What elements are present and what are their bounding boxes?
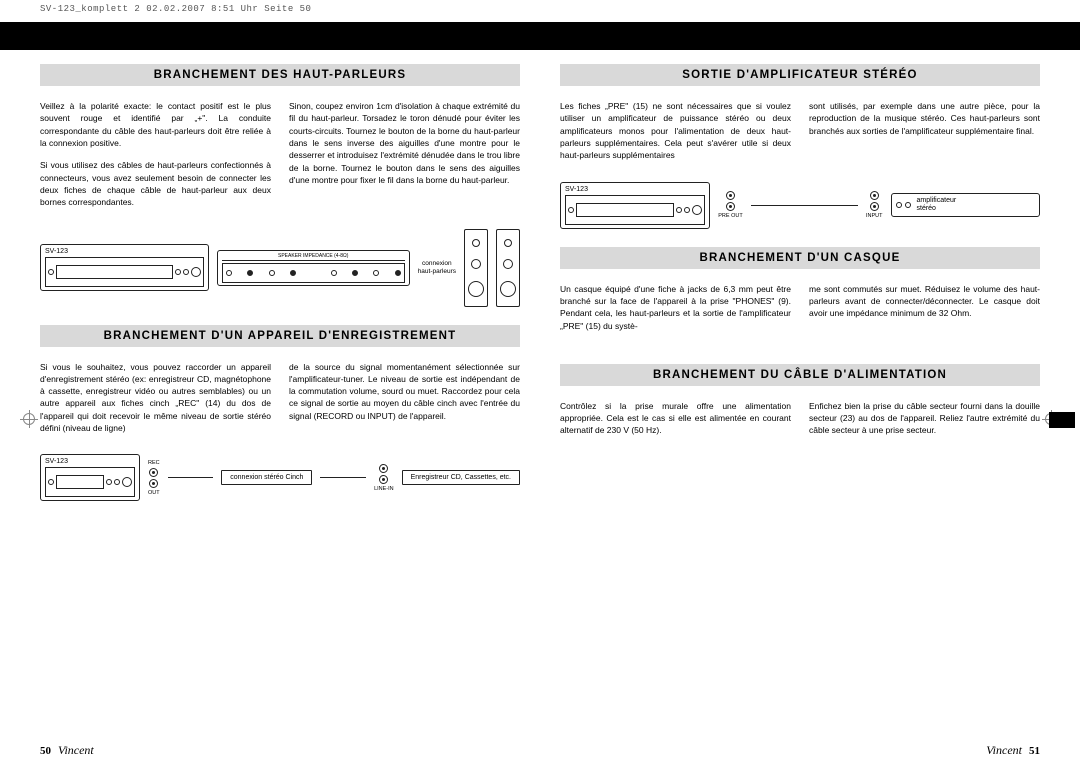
rca-out-icon: REC OUT xyxy=(148,460,160,496)
print-header: SV-123_komplett 2 02.02.2007 8:51 Uhr Se… xyxy=(0,0,1080,14)
body-text: Un casque équipé d'une fiche à jacks de … xyxy=(560,283,791,332)
amp-label: amplificateur xyxy=(917,197,957,205)
port-label: REC xyxy=(148,460,160,466)
diagram-speakers: SV-123 SPEAKER IMPEDANCE (4-8Ω) xyxy=(40,229,520,307)
body-text: me sont commutés sur muet. Réduisez le v… xyxy=(809,283,1040,320)
page-left: BRANCHEMENT DES HAUT-PARLEURS Veillez à … xyxy=(40,64,520,519)
impedance-label: SPEAKER IMPEDANCE (4-8Ω) xyxy=(222,253,405,261)
port-label: PRE OUT xyxy=(718,213,742,219)
preout-icon: PRE OUT xyxy=(718,191,742,219)
speaker-icon xyxy=(464,229,488,307)
page-spread: BRANCHEMENT DES HAUT-PARLEURS Veillez à … xyxy=(0,50,1080,519)
brand-name: Vincent xyxy=(58,743,94,757)
body-text: Veillez à la polarité exacte: le contact… xyxy=(40,100,271,149)
device-label: SV-123 xyxy=(565,186,705,193)
section-title-power: BRANCHEMENT DU CÂBLE D'ALIMENTATION xyxy=(560,364,1040,386)
page-footer: 50 Vincent Vincent 51 xyxy=(0,743,1080,758)
port-label: INPUT xyxy=(866,213,883,219)
page-right: SORTIE D'AMPLIFICATEUR STÉRÉO Les fiches… xyxy=(560,64,1040,519)
brand-name: Vincent xyxy=(986,743,1022,757)
body-text: de la source du signal momentanément sél… xyxy=(289,361,520,423)
body-text: Sinon, coupez environ 1cm d'isolation à … xyxy=(289,100,520,186)
section-body-preout: Les fiches „PRE" (15) ne sont nécessaire… xyxy=(560,100,1040,172)
header-black-bar xyxy=(0,22,1080,50)
speaker-icon xyxy=(496,229,520,307)
section-body-power: Contrôlez si la prise murale offre une a… xyxy=(560,400,1040,447)
section-title-preout: SORTIE D'AMPLIFICATEUR STÉRÉO xyxy=(560,64,1040,86)
crop-mark-left xyxy=(20,410,38,428)
rca-in-icon: LINE-IN xyxy=(374,464,394,492)
section-body-speakers: Veillez à la polarité exacte: le contact… xyxy=(40,100,520,219)
body-text: Contrôlez si la prise murale offre une a… xyxy=(560,400,791,437)
body-text: Les fiches „PRE" (15) ne sont nécessaire… xyxy=(560,100,791,162)
page-number-right: 51 xyxy=(1029,745,1040,757)
section-body-recorder: Si vous le souhaitez, vous pouvez raccor… xyxy=(40,361,520,445)
body-text: sont utilisés, par exemple dans une autr… xyxy=(809,100,1040,137)
section-title-speakers: BRANCHEMENT DES HAUT-PARLEURS xyxy=(40,64,520,86)
diagram-preout: SV-123 PRE OUT INPUT xyxy=(560,182,1040,229)
target-device-label: Enregistreur CD, Cassettes, etc. xyxy=(402,470,520,485)
connection-label: connexion haut-parleurs xyxy=(418,260,456,274)
section-title-headphone: BRANCHEMENT D'UN CASQUE xyxy=(560,247,1040,269)
section-body-headphone: Un casque équipé d'une fiche à jacks de … xyxy=(560,283,1040,342)
side-tab xyxy=(1049,412,1075,428)
body-text: Enfichez bien la prise du câble secteur … xyxy=(809,400,1040,437)
port-label: OUT xyxy=(148,490,160,496)
section-title-recorder: BRANCHEMENT D'UN APPAREIL D'ENREGISTREME… xyxy=(40,325,520,347)
amp-label: stéréo xyxy=(917,205,957,213)
input-icon: INPUT xyxy=(866,191,883,219)
body-text: Si vous utilisez des câbles de haut-parl… xyxy=(40,159,271,208)
device-label: SV-123 xyxy=(45,458,135,465)
diagram-recorder: SV-123 REC OUT connexion stéréo Cinch xyxy=(40,454,520,501)
device-label: SV-123 xyxy=(45,248,204,255)
port-label: LINE-IN xyxy=(374,486,394,492)
page-number-left: 50 xyxy=(40,745,51,757)
body-text: Si vous le souhaitez, vous pouvez raccor… xyxy=(40,361,271,435)
connection-label: connexion stéréo Cinch xyxy=(221,470,312,485)
